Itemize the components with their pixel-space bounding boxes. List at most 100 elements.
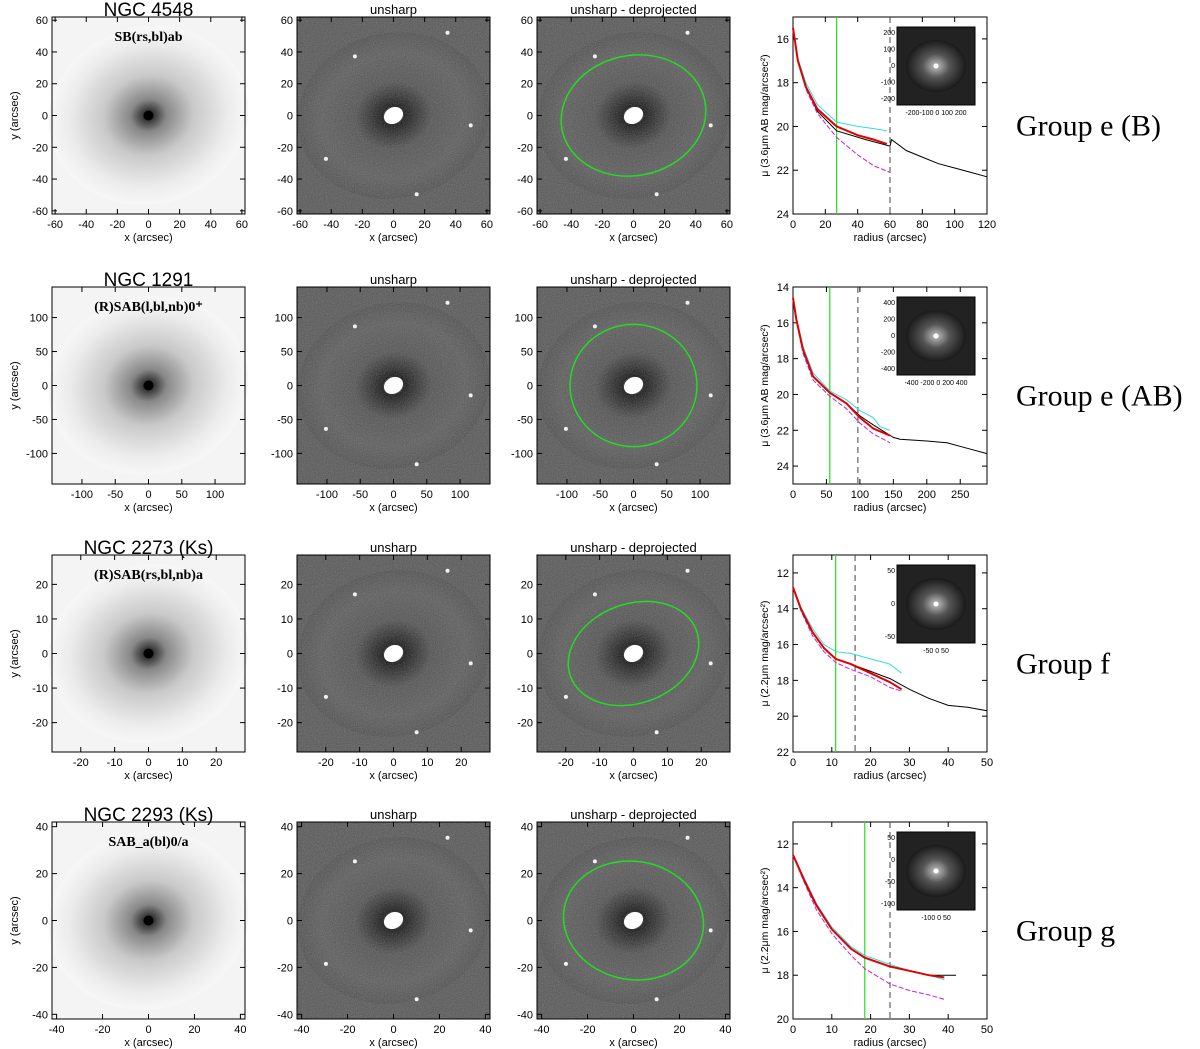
y-tick-label: 22 [777, 425, 789, 437]
y-tick-label: -40 [32, 174, 48, 186]
profile-major-axis [792, 587, 902, 674]
x-tick-label: 0 [145, 757, 151, 769]
x-tick-label: 50 [981, 757, 993, 769]
x-tick-label: -50 [107, 489, 123, 501]
group-label: Group e (B) [1016, 110, 1161, 143]
y-tick-label: -60 [32, 206, 48, 218]
star-point [592, 324, 597, 329]
x-axis-label: radius (arcsec) [854, 232, 927, 244]
x-tick-label: -40 [49, 1024, 65, 1036]
y-tick-label: 20 [36, 79, 48, 91]
inset-x-ticks: -50 0 50 [923, 648, 949, 655]
x-axis-label: x (arcsec) [609, 770, 657, 782]
x-tick-label: 0 [145, 1024, 151, 1036]
unsharp-core [623, 911, 644, 930]
x-axis-label: x (arcsec) [124, 770, 172, 782]
x-tick-label: 100 [945, 219, 963, 231]
x-tick-label: 80 [916, 219, 928, 231]
y-tick-label: 0 [527, 649, 533, 661]
star-point [445, 835, 450, 840]
profile-panel: 0 10 20 30 40 50 12 14 16 18 20 22 radius (arcsec) μ … [759, 554, 1110, 782]
y-tick-label: 20 [777, 711, 789, 723]
y-axis-label: y (arcsec) [9, 91, 21, 139]
y-tick-label: 12 [777, 568, 789, 580]
x-tick-label: -20 [340, 1024, 356, 1036]
unsharp-core [383, 106, 404, 125]
y-tick-label: -40 [277, 174, 293, 186]
x-axis-label: x (arcsec) [124, 502, 172, 514]
y-tick-label: 20 [521, 79, 533, 91]
y-tick-label: 16 [777, 926, 789, 938]
x-tick-label: 20 [659, 219, 671, 231]
y-tick-label: -40 [277, 1009, 293, 1021]
x-tick-label: 20 [695, 757, 707, 769]
y-tick-label: 20 [281, 79, 293, 91]
y-axis-label: μ (2.2μm mag/arcsec²) [759, 867, 771, 973]
x-tick-label: -20 [594, 219, 610, 231]
inset-core [933, 63, 939, 69]
y-tick-label: -100 [271, 448, 293, 460]
profile-panel: 0 20 40 60 80 100 120 16 18 20 22 24 radius (arcsec)… [759, 16, 1161, 244]
x-tick-label: 10 [661, 757, 673, 769]
x-tick-label: 120 [978, 219, 996, 231]
inset-core [933, 601, 939, 607]
profile-minor-axis [792, 587, 902, 692]
deprojected-panel: -60-60 -40 -40 -20 -20 0 0 20 20 40 40 60 60 x (arcse… [517, 2, 733, 244]
x-tick-label: -10 [107, 757, 123, 769]
y-tick-label: -20 [32, 718, 48, 730]
x-tick-label: -10 [592, 757, 608, 769]
column-title: unsharp [370, 540, 417, 555]
x-axis-label: x (arcsec) [369, 1037, 417, 1049]
y-axis-label: μ (3.6μm AB mag/arcsec²) [759, 324, 771, 446]
x-tick-label: -20 [558, 757, 574, 769]
profile-minor-axis [792, 854, 945, 1000]
y-tick-label: 10 [281, 614, 293, 626]
galaxy-nucleus [143, 380, 154, 391]
y-tick-label: -20 [277, 962, 293, 974]
unsharp-panel: -20 -20 -10 -10 0 0 10 10 20 20 x (arcsec) unsharp [277, 540, 491, 782]
group-label: Group g [1016, 915, 1115, 948]
y-tick-label: 16 [777, 318, 789, 330]
y-tick-label: -100 [511, 448, 533, 460]
galaxy-nucleus [143, 648, 154, 659]
x-tick-label: -20 [95, 1024, 111, 1036]
x-tick-label: 10 [826, 757, 838, 769]
x-tick-label: 0 [630, 1024, 636, 1036]
x-tick-label: 40 [852, 219, 864, 231]
column-title: unsharp - deprojected [570, 272, 696, 287]
y-tick-label: 20 [36, 869, 48, 881]
y-tick-label: -20 [517, 718, 533, 730]
unsharp-core [383, 376, 404, 395]
x-axis-label: x (arcsec) [369, 502, 417, 514]
inset-frame [896, 26, 976, 106]
x-tick-label: 20 [433, 1024, 445, 1036]
y-axis-label: μ (2.2μm mag/arcsec²) [759, 600, 771, 706]
y-tick-label: 18 [777, 970, 789, 982]
deprojected-panel: -40-40 -20 -20 0 0 20 20 40 40 x (arcsec) unsharp … [517, 807, 731, 1049]
y-tick-label: 100 [515, 313, 533, 325]
star-point [445, 300, 450, 305]
y-tick-label: 14 [777, 282, 789, 294]
light-image-panel: -60-60 -40 -40 -20 -20 0 0 20 20 40 40 60 60 x (arcse… [9, 0, 249, 244]
y-tick-label: 0 [287, 916, 293, 928]
star-point [414, 997, 419, 1002]
y-tick-label: 0 [527, 916, 533, 928]
galaxy-name: NGC 1291 [104, 270, 194, 291]
star-point [654, 192, 659, 197]
x-tick-label: 10 [421, 757, 433, 769]
y-tick-label: -10 [277, 683, 293, 695]
y-tick-label: 14 [777, 604, 789, 616]
x-tick-label: 40 [690, 219, 702, 231]
inset-core [933, 868, 939, 874]
y-axis-label: y (arcsec) [9, 361, 21, 409]
column-title: unsharp - deprojected [570, 807, 696, 822]
x-tick-label: -40 [563, 219, 579, 231]
y-tick-label: 0 [287, 111, 293, 123]
x-tick-label: -60 [47, 219, 63, 231]
star-point [352, 859, 357, 864]
y-tick-label: -50 [277, 414, 293, 426]
y-tick-label: 40 [281, 47, 293, 59]
inset-y-tick-label: 0 [891, 601, 895, 608]
column-title: unsharp [370, 272, 417, 287]
